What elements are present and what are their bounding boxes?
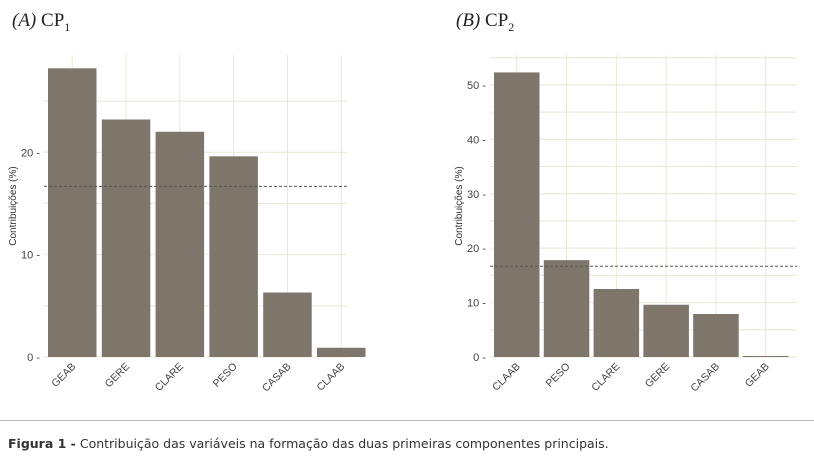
bar-peso [543, 260, 590, 357]
panel-a-title: (A) CP1 [12, 10, 70, 35]
y-axis-label: Contribuições (%) [8, 166, 19, 245]
x-tick-label: CASAB [688, 361, 722, 395]
panel-b-title: (B) CP2 [456, 10, 514, 35]
y-tick-label: 0 - [27, 352, 40, 364]
bar-gere [643, 304, 689, 357]
x-tick-label: GERE [643, 361, 673, 391]
panel-a-main: CP [41, 10, 65, 31]
panel-b-main: CP [485, 10, 509, 31]
panel-a-label: (A) [12, 10, 37, 31]
chart-panel-b: 0 - 10 - 20 - 30 - 40 - 50 - Contribuições (%)… [454, 55, 797, 395]
bar-peso [209, 156, 258, 357]
y-tick-label: 30 - [467, 189, 486, 201]
bar-gere [101, 119, 151, 357]
y-tick-label: 50 - [467, 80, 486, 92]
x-tick-label: GEAB [743, 361, 772, 390]
bar-casab [263, 292, 312, 357]
panel-b-sub: 2 [508, 19, 515, 34]
x-tick-label: PESO [544, 361, 573, 390]
bar-clare [593, 288, 640, 357]
y-tick-label: 10 - [467, 298, 486, 310]
bar-geab [48, 68, 97, 357]
figure-caption: Figura 1 - Contribuição das variáveis na… [8, 436, 609, 451]
bar-geab [743, 356, 789, 357]
y-tick-label: 20 - [467, 243, 486, 255]
caption-label: Figura 1 - [8, 436, 76, 451]
x-tick-label: CLAAB [490, 361, 523, 394]
panel-b-label: (B) [456, 10, 481, 31]
bar-casab [693, 314, 739, 357]
caption-divider [0, 420, 814, 421]
x-tick-label: CLARE [589, 361, 622, 394]
bar-claab [317, 347, 366, 357]
plot-area [490, 55, 797, 358]
chart-panel-a: 0 -10 -20 -Contribuições (%)GEAB GERE CLAR… [8, 55, 366, 394]
bar-clare [155, 131, 205, 357]
plot-area [44, 55, 366, 358]
y-tick-label: 10 - [21, 250, 40, 262]
bar-claab [494, 72, 540, 358]
y-tick-label: 20 - [21, 147, 40, 159]
caption-text: Contribuição das variáveis na formação d… [79, 436, 609, 451]
y-tick-label: 0 - [473, 352, 486, 364]
panel-a-sub: 1 [64, 19, 71, 34]
y-tick-label: 40 - [467, 134, 486, 146]
y-axis-label: Contribuições (%) [454, 166, 465, 245]
